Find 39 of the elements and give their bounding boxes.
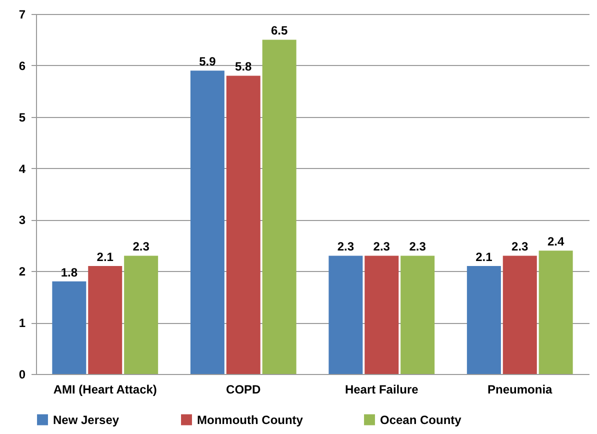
y-tick-label: 6 [18,58,26,73]
x-tick-label: Pneumonia [488,382,553,396]
bar [364,256,399,374]
bar [262,40,296,374]
bar [226,76,260,374]
data-label: 2.3 [409,240,426,254]
data-label: 2.3 [132,240,150,254]
bar [466,266,501,374]
bar [88,266,122,374]
legend-label: Monmouth County [197,412,304,427]
data-label: 1.8 [60,265,78,280]
x-tick-label: Heart Failure [344,382,419,396]
data-label: 2.4 [547,234,564,249]
legend-label: Ocean County [380,412,462,427]
data-label: 5.8 [235,60,252,74]
y-tick-label: 3 [18,213,26,228]
y-tick-label: 2 [18,264,26,279]
x-tick-label: AMI (Heart Attack) [53,382,157,396]
bar [328,256,363,374]
data-label: 2.1 [476,250,493,264]
bar [502,256,537,374]
y-tick-label: 5 [18,110,26,124]
data-label: 2.3 [337,240,354,254]
bar [124,256,158,374]
x-tick-label: COPD [226,382,262,396]
legend-label: New Jersey [53,412,120,427]
y-tick-label: 0 [18,368,26,382]
bar [400,256,435,374]
bar [538,250,573,374]
data-label: 6.5 [270,24,288,38]
bar [190,70,224,374]
data-label: 2.3 [512,240,529,254]
data-label: 2.1 [96,250,114,264]
data-label: 5.9 [199,54,216,69]
y-tick-label: 7 [18,8,26,22]
data-label: 2.3 [373,240,390,254]
bar [52,281,86,374]
y-tick-label: 1 [18,316,26,330]
y-tick-label: 4 [18,162,26,176]
